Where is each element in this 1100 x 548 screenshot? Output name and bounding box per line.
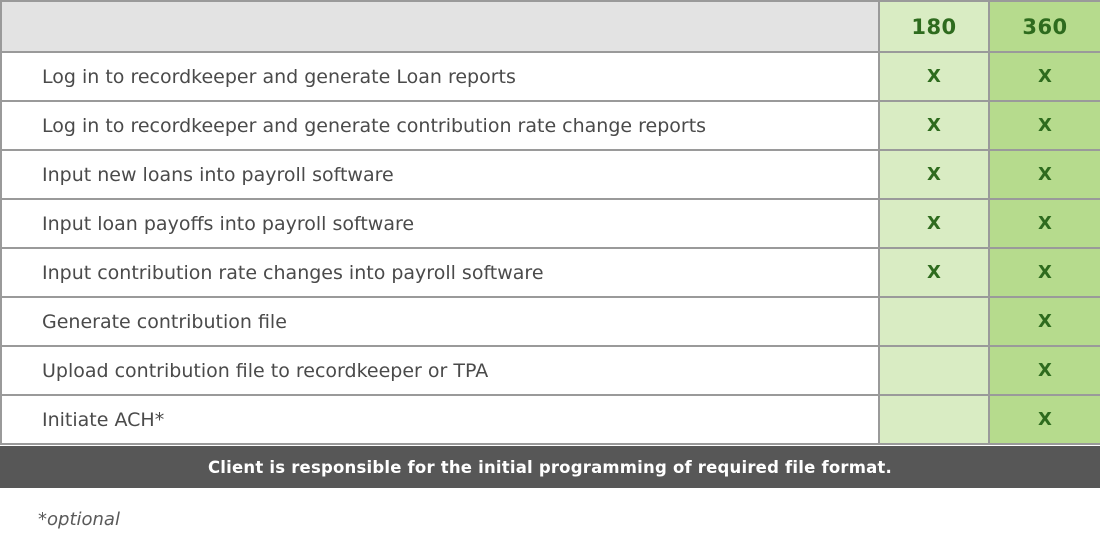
check-x-mark: X (927, 164, 941, 185)
check-x-mark: X (927, 262, 941, 283)
check-x-mark: X (1038, 213, 1052, 234)
cell-180 (880, 347, 990, 394)
task-label: Generate contribution file (2, 298, 880, 345)
cell-360: X (990, 53, 1100, 100)
task-label: Input new loans into payroll software (2, 151, 880, 198)
check-x-mark: X (927, 213, 941, 234)
cell-360: X (990, 347, 1100, 394)
table-row: Upload contribution file to recordkeeper… (2, 347, 1100, 396)
header-task-cell (2, 2, 880, 51)
check-x-mark: X (927, 115, 941, 136)
cell-360: X (990, 396, 1100, 443)
task-label: Upload contribution file to recordkeeper… (2, 347, 880, 394)
task-label: Input loan payoffs into payroll software (2, 200, 880, 247)
cell-180 (880, 298, 990, 345)
table-row: Log in to recordkeeper and generate cont… (2, 102, 1100, 151)
service-comparison-table: 180 360 Log in to recordkeeper and gener… (0, 0, 1100, 445)
cell-360: X (990, 102, 1100, 149)
responsibility-banner: Client is responsible for the initial pr… (0, 446, 1100, 488)
task-label: Log in to recordkeeper and generate cont… (2, 102, 880, 149)
check-x-mark: X (1038, 115, 1052, 136)
cell-360: X (990, 298, 1100, 345)
cell-180: X (880, 53, 990, 100)
cell-360: X (990, 200, 1100, 247)
check-x-mark: X (1038, 262, 1052, 283)
cell-180: X (880, 249, 990, 296)
table-row: Initiate ACH* X (2, 396, 1100, 445)
cell-180: X (880, 151, 990, 198)
table-row: Generate contribution file X (2, 298, 1100, 347)
cell-180 (880, 396, 990, 443)
task-label: Input contribution rate changes into pay… (2, 249, 880, 296)
table-row: Input contribution rate changes into pay… (2, 249, 1100, 298)
check-x-mark: X (1038, 409, 1052, 430)
task-label: Log in to recordkeeper and generate Loan… (2, 53, 880, 100)
table-row: Log in to recordkeeper and generate Loan… (2, 53, 1100, 102)
table-row: Input new loans into payroll software X … (2, 151, 1100, 200)
cell-360: X (990, 151, 1100, 198)
cell-180: X (880, 102, 990, 149)
header-360: 360 (990, 2, 1100, 51)
header-180: 180 (880, 2, 990, 51)
table-row: Input loan payoffs into payroll software… (2, 200, 1100, 249)
task-label: Initiate ACH* (2, 396, 880, 443)
check-x-mark: X (1038, 360, 1052, 381)
table-header-row: 180 360 (2, 2, 1100, 53)
cell-180: X (880, 200, 990, 247)
check-x-mark: X (1038, 311, 1052, 332)
check-x-mark: X (1038, 164, 1052, 185)
check-x-mark: X (927, 66, 941, 87)
optional-footnote: *optional (38, 509, 120, 530)
cell-360: X (990, 249, 1100, 296)
check-x-mark: X (1038, 66, 1052, 87)
